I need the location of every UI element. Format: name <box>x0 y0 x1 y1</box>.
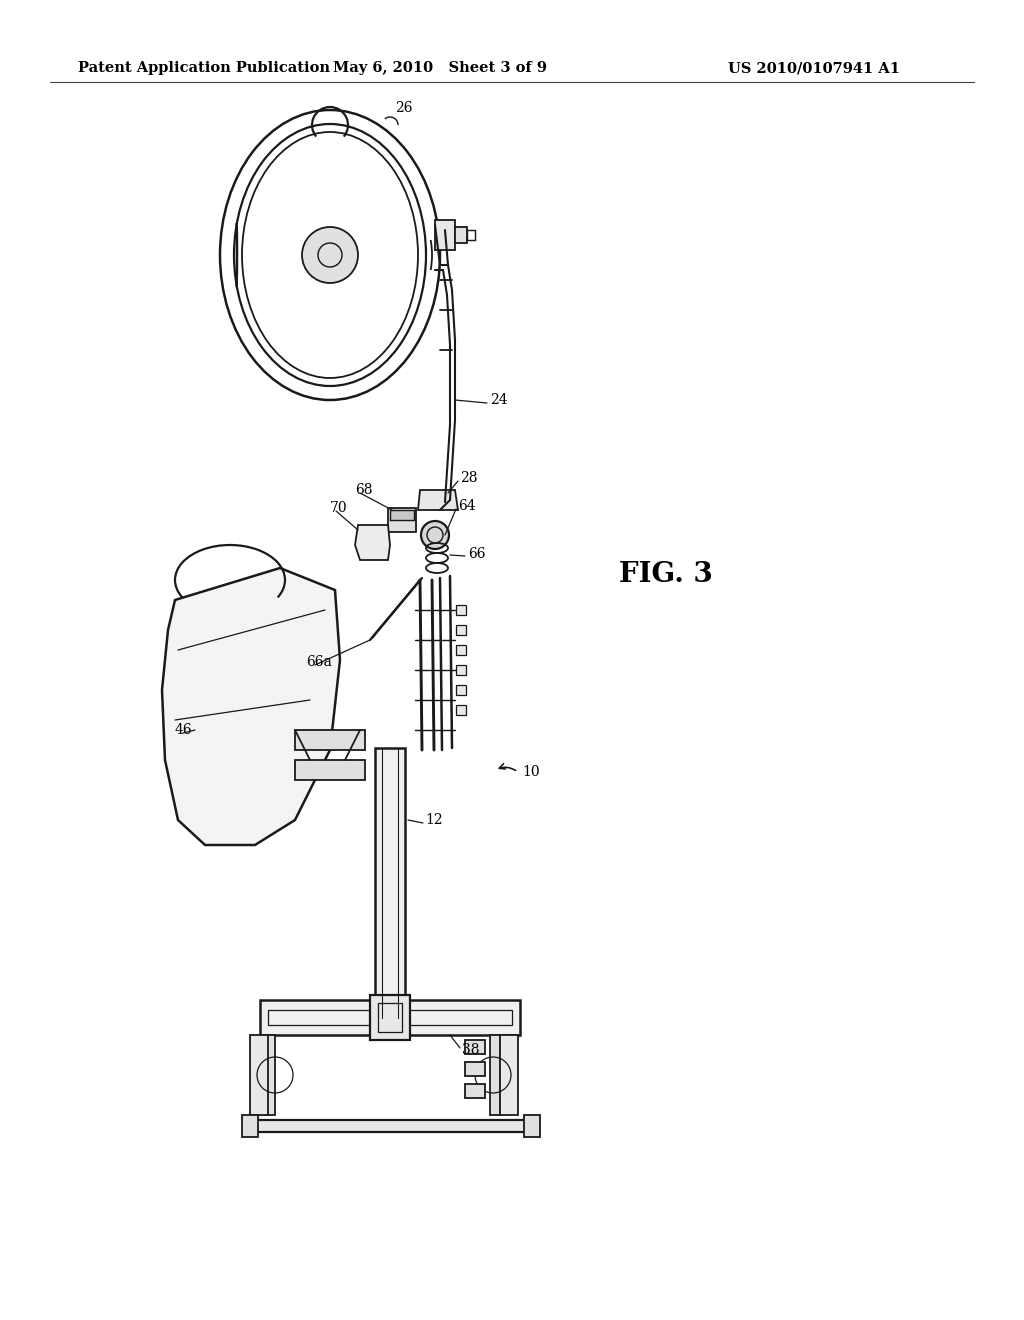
Bar <box>268 1010 512 1026</box>
Text: Patent Application Publication: Patent Application Publication <box>78 61 330 75</box>
Polygon shape <box>162 568 340 845</box>
Bar <box>456 685 466 696</box>
Text: 24: 24 <box>490 393 508 407</box>
Text: FIG. 3: FIG. 3 <box>618 561 713 587</box>
Ellipse shape <box>302 227 358 282</box>
Bar <box>500 1035 518 1115</box>
Bar <box>455 227 467 243</box>
Bar <box>388 508 416 532</box>
Text: US 2010/0107941 A1: US 2010/0107941 A1 <box>728 61 900 75</box>
Text: 26: 26 <box>395 102 413 115</box>
Bar <box>390 510 414 520</box>
Bar <box>375 748 406 1018</box>
Bar <box>370 995 410 1040</box>
Bar <box>465 1040 485 1053</box>
Text: 10: 10 <box>522 766 540 779</box>
Bar <box>456 624 466 635</box>
Text: 12: 12 <box>425 813 442 828</box>
Bar <box>435 220 455 249</box>
Bar <box>456 705 466 715</box>
Bar <box>456 645 466 655</box>
Bar <box>295 760 365 780</box>
Bar <box>465 1084 485 1098</box>
Bar <box>250 1035 268 1115</box>
Text: 38: 38 <box>462 1043 479 1057</box>
Bar <box>456 605 466 615</box>
Bar <box>456 665 466 675</box>
Text: 66: 66 <box>468 546 485 561</box>
Polygon shape <box>355 525 390 560</box>
Bar <box>295 730 365 750</box>
Polygon shape <box>418 490 458 510</box>
Bar <box>467 230 475 240</box>
Bar <box>255 1119 525 1133</box>
Text: 64: 64 <box>458 499 475 513</box>
Bar <box>490 1035 500 1115</box>
Text: 46: 46 <box>175 723 193 737</box>
Bar <box>524 1115 540 1137</box>
Text: 70: 70 <box>330 502 347 515</box>
Bar <box>242 1115 258 1137</box>
Bar <box>265 1035 275 1115</box>
Bar <box>260 1001 520 1035</box>
Ellipse shape <box>421 521 449 549</box>
Text: May 6, 2010   Sheet 3 of 9: May 6, 2010 Sheet 3 of 9 <box>333 61 547 75</box>
Text: 66a: 66a <box>306 655 332 669</box>
Text: 28: 28 <box>460 471 477 484</box>
Bar <box>465 1063 485 1076</box>
Bar <box>378 1003 402 1032</box>
Text: 68: 68 <box>355 483 373 498</box>
